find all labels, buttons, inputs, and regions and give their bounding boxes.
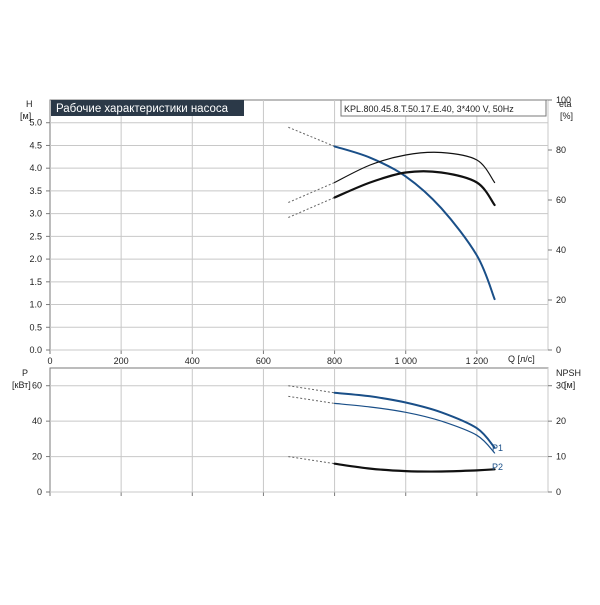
top-chart-curves: [288, 126, 496, 301]
bottom-y-left-tick-label: 0: [37, 487, 42, 497]
bottom-chart-grid: [46, 367, 552, 496]
top-y-left-tick-label: 5.0: [29, 118, 42, 128]
top-y-left-tick-label: 0.5: [29, 322, 42, 332]
curve-label-p2: P2: [492, 462, 503, 472]
x-tick-label: 0: [47, 356, 52, 366]
top-series-0-line: [333, 145, 496, 301]
bottom-y-left-tick-label: 60: [32, 381, 42, 391]
top-chart-grid: [46, 99, 552, 354]
top-y-left-tick-label: 2.0: [29, 254, 42, 264]
chart-title: Рабочие характеристики насоса: [56, 103, 229, 115]
bottom-series-0-line: [333, 391, 496, 449]
bottom-y-left-tick-label: 20: [32, 452, 42, 462]
top-y-right-unit: [%]: [560, 111, 573, 121]
bottom-y-right-label: NPSH: [556, 368, 581, 378]
top-frame: [49, 99, 549, 351]
bottom-y-left-tick-label: 40: [32, 416, 42, 426]
bottom-series-2-line: [333, 462, 496, 473]
chart-title-background: [51, 100, 244, 116]
bottom-y-right-tick-label: 0: [556, 487, 561, 497]
bottom-y-left-label: P: [22, 368, 28, 378]
top-series-1-extrapolated: [288, 182, 335, 203]
bottom-chart-tick-labels: 0 20 40 60 0 10 20 30: [32, 381, 566, 497]
top-y-right-tick-label: 0: [556, 345, 561, 355]
x-tick-label: 400: [185, 356, 200, 366]
top-y-left-tick-label: 4.5: [29, 140, 42, 150]
bottom-y-right-tick-label: 10: [556, 452, 566, 462]
top-y-right-tick-label: 80: [556, 145, 566, 155]
top-series-0-extrapolated: [288, 126, 335, 147]
top-y-left-tick-label: 2.5: [29, 231, 42, 241]
x-tick-label: 200: [114, 356, 129, 366]
top-y-left-tick-label: 1.5: [29, 277, 42, 287]
x-axis-label: Q [л/с]: [508, 354, 535, 364]
bottom-series-1-line: [334, 402, 496, 454]
model-label-box: [340, 99, 547, 117]
top-y-left-unit: [м]: [20, 111, 31, 121]
bottom-y-left-unit: [кВт]: [12, 380, 31, 390]
top-y-right-tick-label: 20: [556, 295, 566, 305]
top-y-left-tick-label: 3.5: [29, 186, 42, 196]
top-chart-tick-labels: 0 200 400 600 800 1 000 1 2000.00.51.01.52.02.…: [29, 95, 571, 366]
bottom-frame: [49, 367, 549, 493]
bottom-series-0-extrapolated: [288, 385, 335, 394]
curve-label-p1: P1: [492, 443, 503, 453]
bottom-chart-curves: [288, 385, 496, 473]
x-tick-label: 1 000: [394, 356, 417, 366]
top-y-right-tick-label: 60: [556, 195, 566, 205]
top-y-left-tick-label: 4.0: [29, 163, 42, 173]
bottom-y-right-unit: [м]: [564, 380, 575, 390]
top-y-right-label: eta: [559, 99, 572, 109]
top-y-left-tick-label: 1.0: [29, 300, 42, 310]
top-series-2-line: [333, 170, 496, 207]
bottom-y-right-tick-label: 20: [556, 416, 566, 426]
top-y-left-tick-label: 0.0: [29, 345, 42, 355]
bottom-y-right-tick-label: 30: [556, 381, 566, 391]
x-tick-label: 1 200: [466, 356, 489, 366]
top-y-left-label: H: [26, 99, 33, 109]
bottom-series-1-extrapolated: [288, 395, 335, 404]
top-y-left-tick-label: 3.0: [29, 209, 42, 219]
top-series-2-extrapolated: [288, 197, 335, 218]
top-y-right-tick-label: 40: [556, 245, 566, 255]
bottom-series-2-extrapolated: [288, 456, 335, 465]
top-y-right-tick-label: 100: [556, 95, 571, 105]
x-tick-label: 800: [327, 356, 342, 366]
x-tick-label: 600: [256, 356, 271, 366]
model-label: KPL.800.45.8.T.50.17.E.40, 3*400 V, 50Hz: [344, 104, 514, 114]
top-series-1-line: [334, 151, 496, 184]
